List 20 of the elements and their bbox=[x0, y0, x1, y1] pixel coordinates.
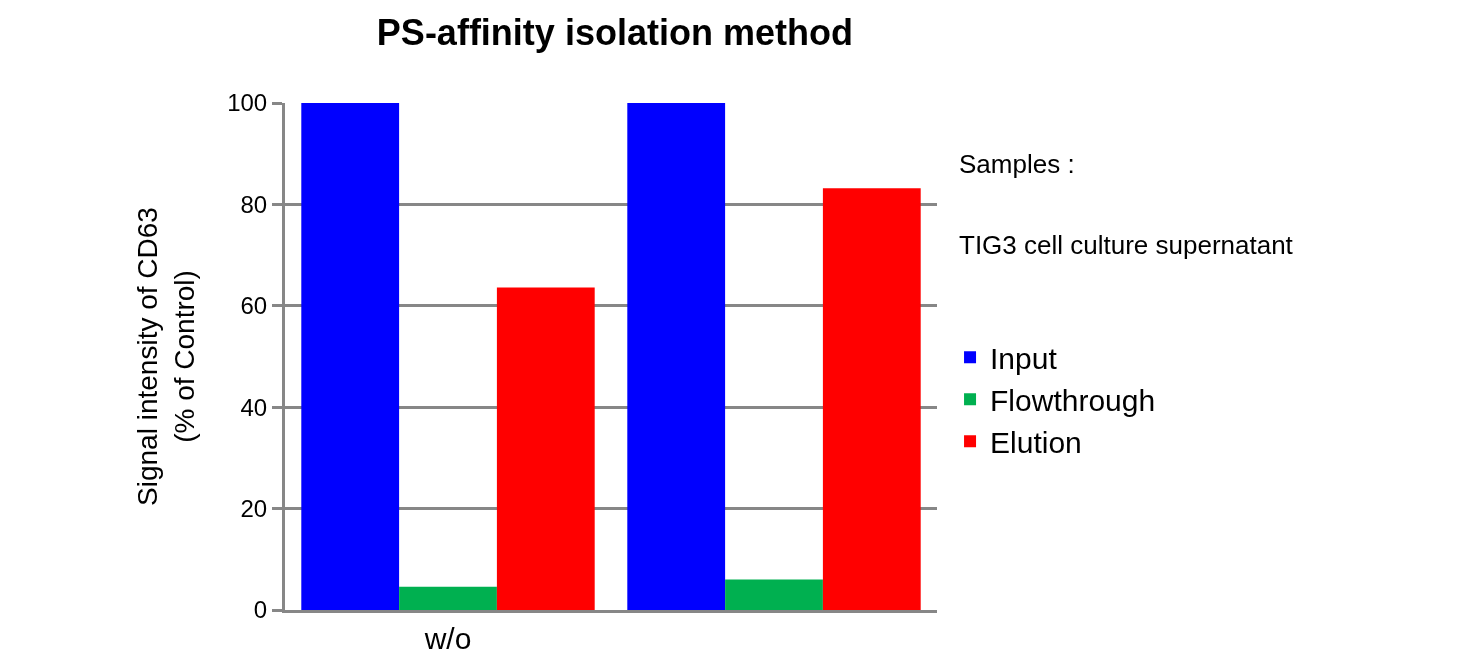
chart-title: PS-affinity isolation method bbox=[376, 12, 853, 54]
y-tick-label: 0 bbox=[253, 596, 268, 624]
y-tick-label: 20 bbox=[240, 495, 268, 522]
bar bbox=[725, 579, 823, 610]
legend-label: Elution bbox=[990, 425, 1082, 459]
legend-label: Flowthrough bbox=[990, 383, 1156, 417]
y-tick-label: 80 bbox=[240, 190, 268, 218]
bar bbox=[399, 586, 497, 610]
bar bbox=[301, 103, 400, 610]
legend-label: Input bbox=[990, 341, 1058, 375]
bar bbox=[496, 287, 595, 610]
x-tick-label: w/o bbox=[423, 622, 472, 655]
bar bbox=[822, 188, 921, 610]
text: TIG3 cell culture supernatant bbox=[959, 230, 1294, 260]
y-axis-title: Signal intensity of CD63 (% of Control) bbox=[132, 207, 200, 506]
bar bbox=[627, 103, 726, 610]
y-tick-label: 40 bbox=[240, 393, 268, 421]
y-tick-label: 60 bbox=[240, 292, 268, 320]
text: Samples : bbox=[959, 149, 1075, 179]
y-tick-label: 100 bbox=[227, 89, 268, 117]
